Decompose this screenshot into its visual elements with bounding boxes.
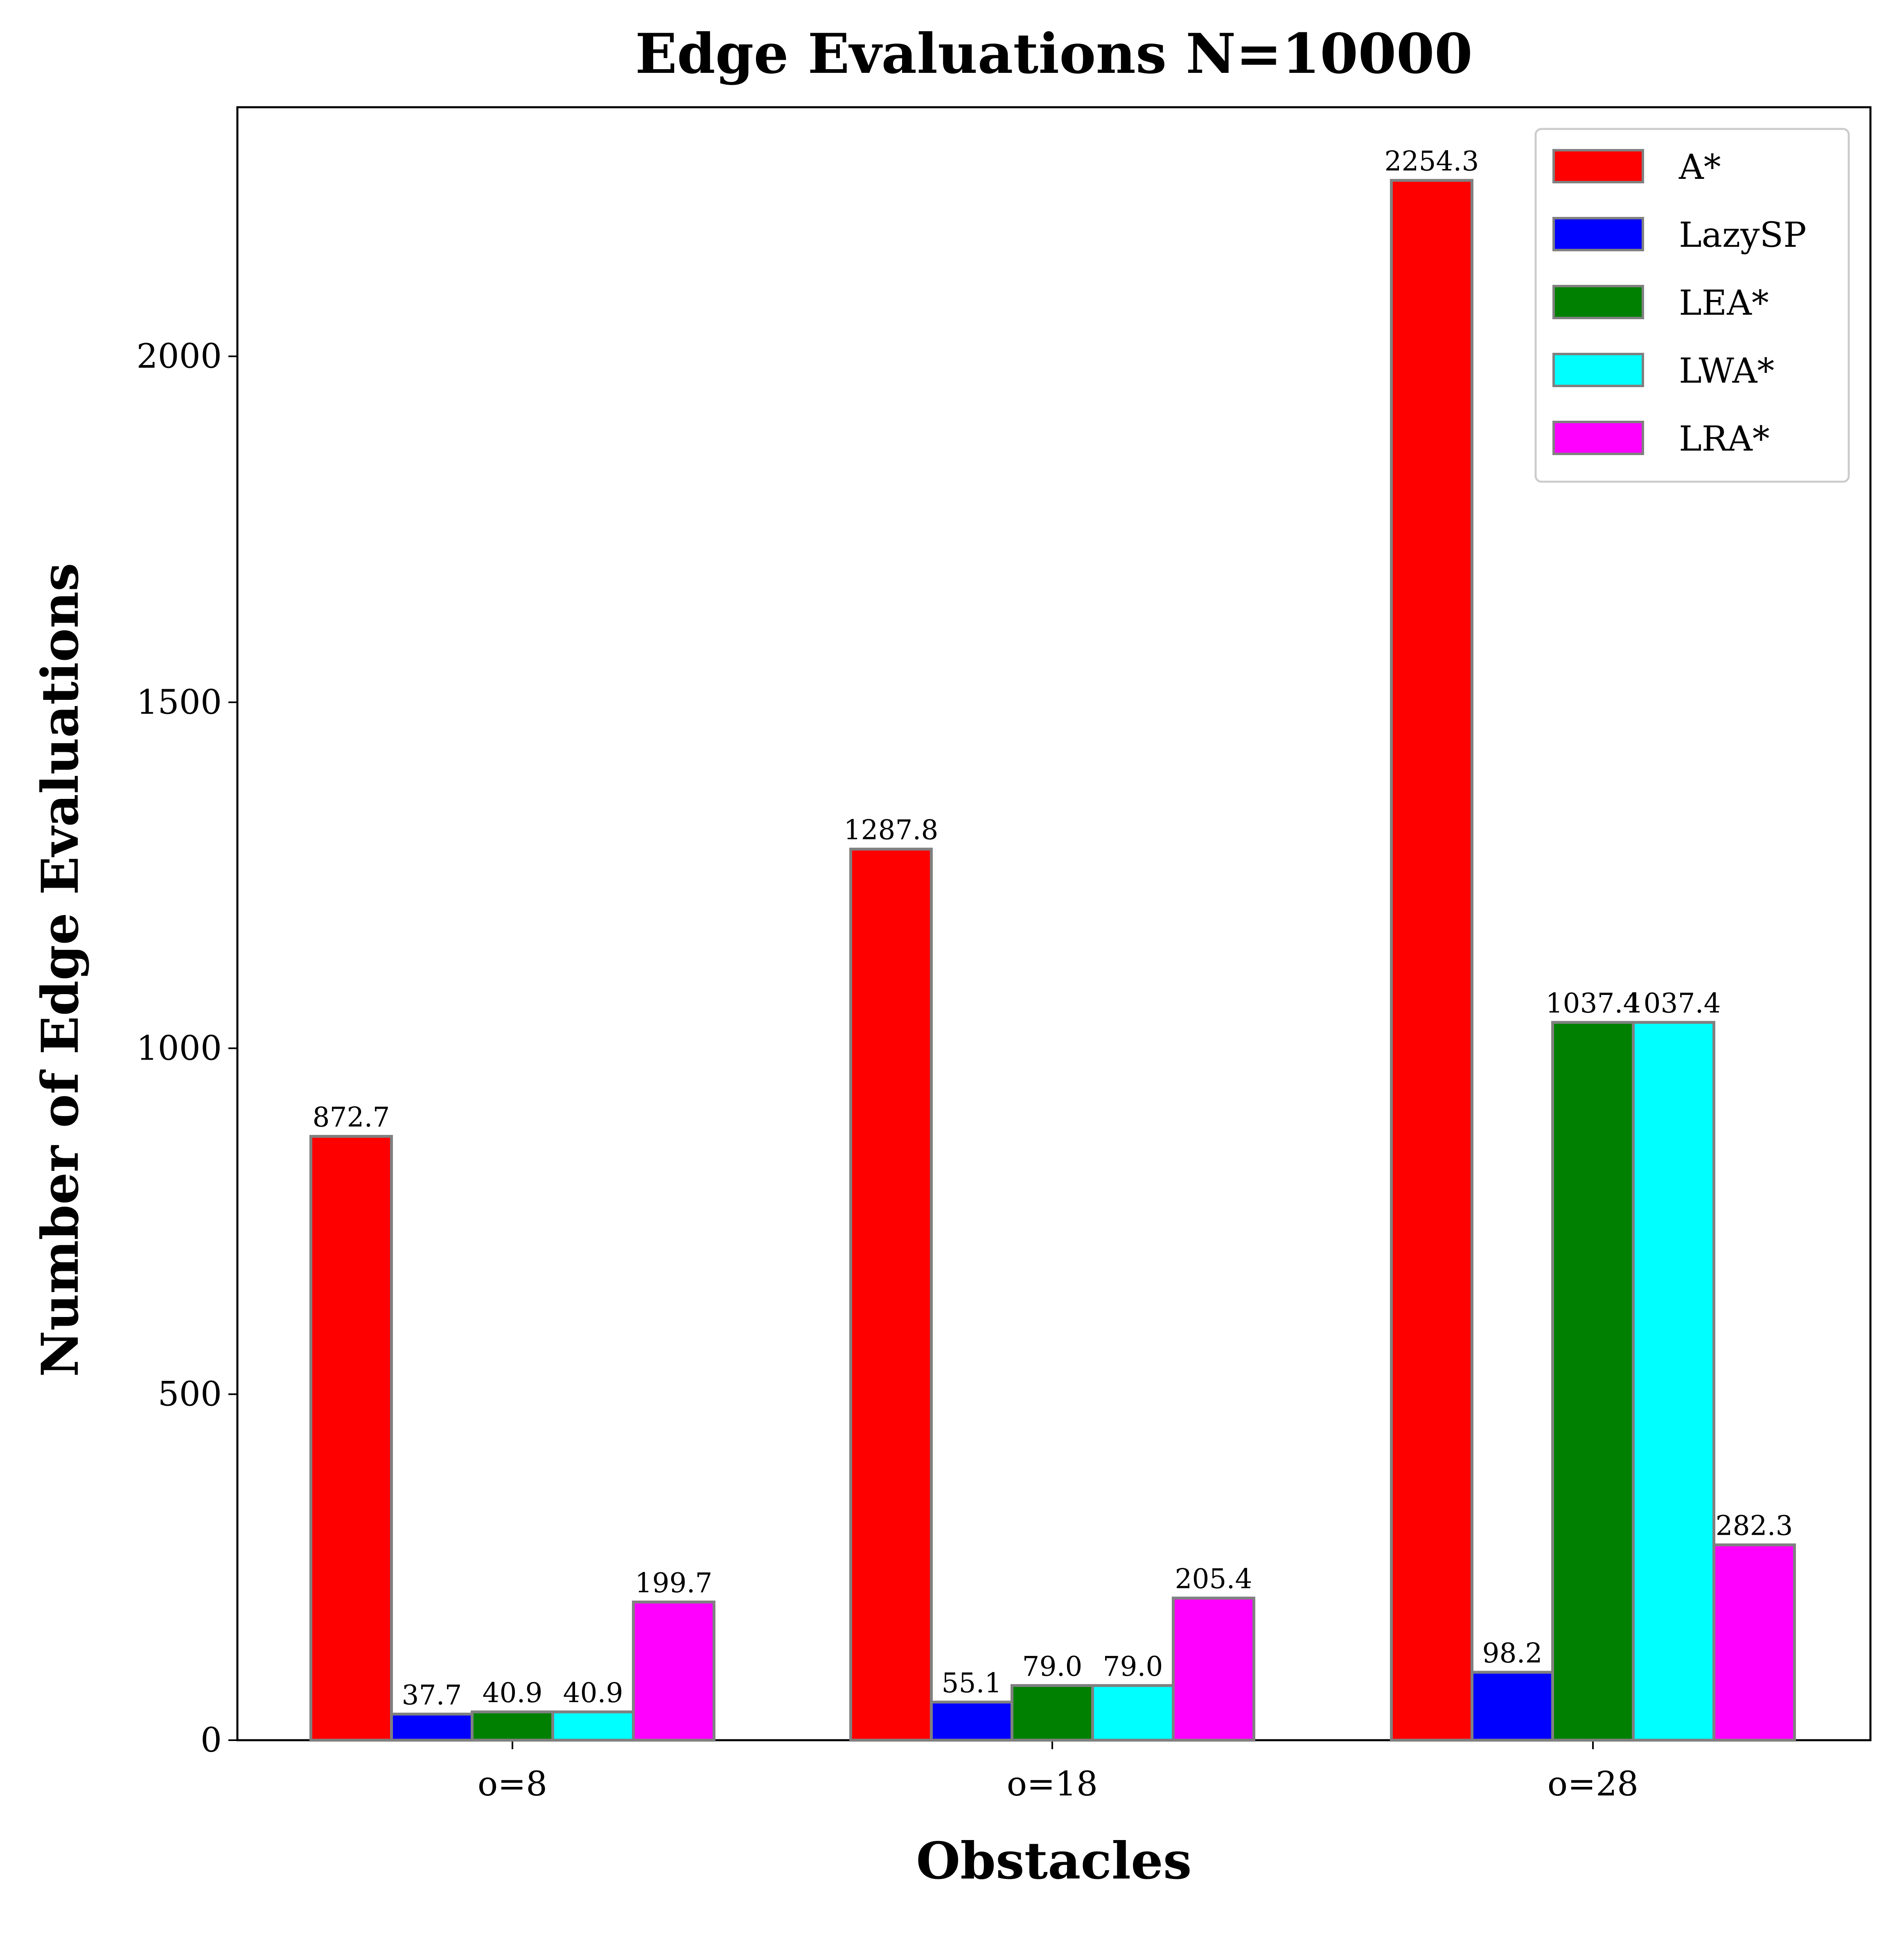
bar <box>1390 179 1473 1742</box>
bar <box>1471 1671 1554 1742</box>
legend-label: LWA* <box>1679 351 1774 391</box>
bar <box>1091 1684 1175 1742</box>
bar-value-label: 79.0 <box>1022 1651 1083 1682</box>
bar <box>309 1135 393 1742</box>
x-tick-label: o=8 <box>478 1765 547 1804</box>
bar-value-label: 79.0 <box>1103 1651 1163 1682</box>
legend-swatch <box>1552 149 1644 183</box>
bar-value-label: 40.9 <box>563 1677 623 1709</box>
bar <box>930 1700 1013 1742</box>
y-tick-label: 1000 <box>136 1029 222 1068</box>
bar-value-label: 1037.4 <box>1546 988 1640 1019</box>
bar-value-label: 199.7 <box>635 1567 713 1599</box>
legend-label: LEA* <box>1679 283 1769 323</box>
y-tick-label: 0 <box>201 1721 222 1760</box>
legend-label: LazySP <box>1679 215 1807 255</box>
bar-value-label: 40.9 <box>483 1677 543 1709</box>
y-tick-label: 1500 <box>136 683 222 722</box>
bar <box>471 1710 554 1742</box>
legend-swatch <box>1552 217 1644 251</box>
plot-area: 0 500 1000 1500 2000 o=8 872.7 37.7 40.9 40.9 199.… <box>136 106 1872 1804</box>
bar-value-label: 1037.4 <box>1627 988 1721 1019</box>
bar <box>632 1600 715 1742</box>
bar <box>1172 1597 1255 1742</box>
x-tick-label: o=18 <box>1007 1765 1098 1804</box>
legend: A* LazySP LEA* LWA* LRA* <box>1534 128 1850 483</box>
bar-value-label: 205.4 <box>1175 1563 1252 1595</box>
bar-value-label: 1287.8 <box>844 814 938 846</box>
chart-title: Edge Evaluations N=10000 <box>635 21 1473 86</box>
bar <box>1551 1021 1635 1742</box>
bar <box>1632 1021 1715 1742</box>
y-axis-label: Number of Edge Evaluations <box>31 563 90 1377</box>
bar <box>849 848 933 1742</box>
legend-swatch <box>1552 421 1644 455</box>
bar-value-label: 55.1 <box>942 1667 1002 1699</box>
x-axis-label: Obstacles <box>916 1831 1191 1891</box>
bar-value-label: 872.7 <box>313 1102 390 1133</box>
legend-label: A* <box>1678 147 1721 187</box>
bar-value-label: 282.3 <box>1716 1510 1793 1542</box>
bar-value-label: 2254.3 <box>1385 146 1479 177</box>
y-tick-label: 2000 <box>136 337 222 376</box>
legend-swatch <box>1552 353 1644 387</box>
legend-swatch <box>1552 285 1644 319</box>
bar <box>1011 1684 1094 1742</box>
bar <box>1712 1543 1796 1742</box>
x-tick-label: o=28 <box>1548 1765 1638 1804</box>
bar-value-label: 37.7 <box>402 1679 462 1711</box>
legend-label: LRA* <box>1679 419 1770 459</box>
y-tick-label: 500 <box>158 1375 222 1414</box>
bar <box>551 1710 635 1742</box>
bar-value-label: 98.2 <box>1482 1637 1543 1669</box>
bar <box>390 1712 474 1742</box>
